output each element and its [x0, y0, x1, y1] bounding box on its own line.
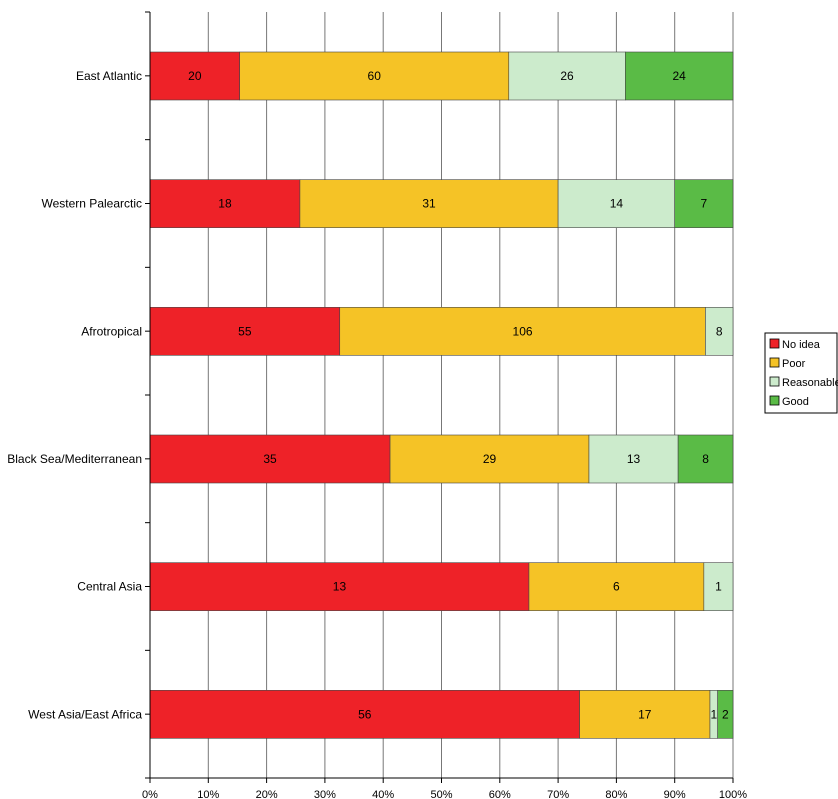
bar-segment	[625, 51, 734, 101]
bar-value-label: 1	[715, 580, 722, 594]
bar-value-label: 55	[238, 324, 252, 338]
bar-segment	[674, 179, 734, 228]
bar-segment	[705, 307, 734, 356]
bar-value-label: 20	[188, 69, 202, 83]
legend-swatch	[769, 395, 780, 406]
category-label: West Asia/East Africa	[28, 707, 142, 721]
bar-value-label: 26	[560, 69, 574, 83]
bar-segment	[677, 434, 734, 484]
bar-segment	[239, 51, 510, 101]
bar-value-label: 31	[422, 197, 436, 211]
legend-swatch	[769, 376, 780, 387]
bar-value-label: 106	[513, 324, 533, 338]
bar-value-label: 60	[368, 69, 382, 83]
bar-value-label: 2	[722, 707, 729, 721]
bar-segment	[299, 179, 559, 228]
x-tick-label: 0%	[142, 789, 158, 799]
category-label: Western Palearctic	[42, 197, 142, 211]
legend-label: No idea	[782, 339, 821, 351]
axes: 0% 10% 20% 30% 40% 50% 60% 70% 80% 90% 100% East At…	[7, 11, 747, 799]
bar-value-label: 1	[710, 707, 717, 721]
x-tick-label: 70%	[547, 789, 569, 799]
bar-value-label: 8	[702, 452, 709, 466]
bar-value-label: 14	[610, 197, 624, 211]
legend-label: Reasonable	[782, 377, 838, 389]
x-tick-label: 20%	[256, 789, 278, 799]
bar-value-label: 29	[483, 452, 497, 466]
x-tick-label: 40%	[372, 789, 394, 799]
bar-segment	[528, 562, 705, 611]
legend-label: Poor	[782, 358, 806, 370]
bar-segment	[339, 307, 706, 356]
bar-segment	[149, 690, 580, 739]
bar-value-label: 7	[701, 197, 708, 211]
x-tick-label: 30%	[314, 789, 336, 799]
bar-value-label: 8	[716, 324, 723, 338]
legend: No idea Poor Reasonable Good	[764, 332, 838, 414]
bar-value-label: 24	[673, 69, 687, 83]
x-tick-label: 50%	[430, 789, 452, 799]
bar-segment	[149, 179, 301, 228]
bar-value-label: 17	[638, 707, 652, 721]
bar-value-label: 18	[218, 197, 232, 211]
bar-segment	[149, 562, 530, 611]
bar-value-label: 13	[333, 580, 347, 594]
bar-value-label: 35	[263, 452, 277, 466]
x-tick-label: 100%	[719, 789, 747, 799]
bar-segment	[389, 434, 590, 484]
category-label: Afrotropical	[81, 324, 142, 338]
bar-value-label: 13	[627, 452, 641, 466]
bar-segment	[717, 690, 734, 739]
legend-swatch	[769, 357, 780, 368]
category-label: East Atlantic	[76, 69, 142, 83]
bar-segment	[579, 690, 711, 739]
category-label: Central Asia	[77, 580, 142, 594]
legend-label: Good	[782, 396, 809, 408]
x-tick-label: 90%	[664, 789, 686, 799]
bar-value-label: 6	[613, 580, 620, 594]
bar-segment	[508, 51, 626, 101]
bar-segment	[703, 562, 734, 611]
gridlines	[207, 12, 734, 778]
bar-segment	[588, 434, 679, 484]
bar-segment	[557, 179, 675, 228]
x-tick-label: 80%	[605, 789, 627, 799]
x-tick-label: 10%	[197, 789, 219, 799]
bar-value-label: 56	[358, 707, 372, 721]
x-tick-label: 60%	[489, 789, 511, 799]
category-label: Black Sea/Mediterranean	[7, 452, 142, 466]
legend-swatch	[769, 338, 780, 349]
